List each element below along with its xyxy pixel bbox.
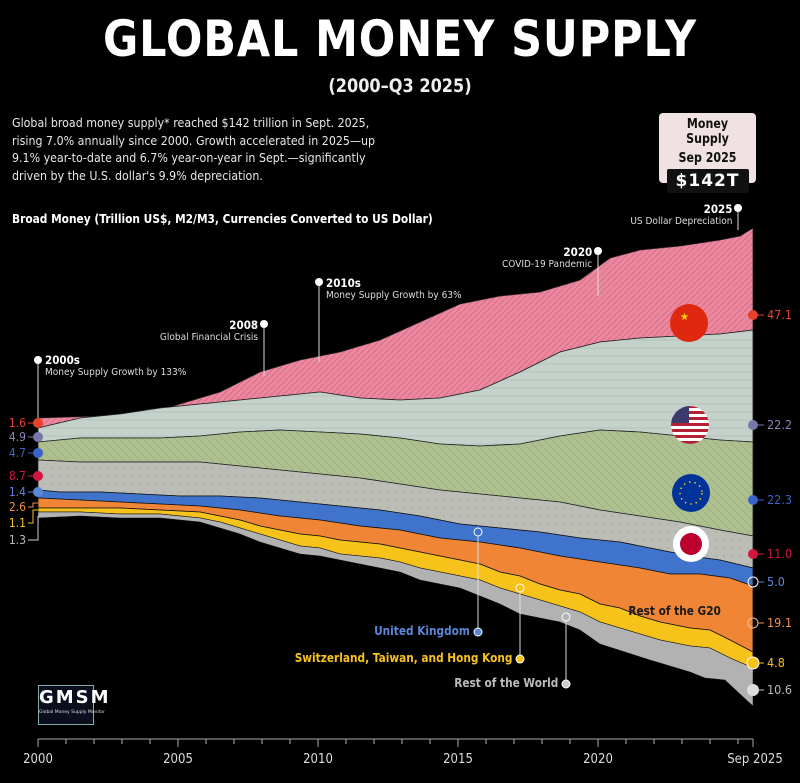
x-tick-2005: 2005	[163, 752, 193, 767]
annotation-2010s: 2010s Money Supply Growth by 63%	[326, 276, 462, 301]
end-value-china: 47.1	[767, 307, 793, 322]
page-subtitle: (2000–Q3 2025)	[328, 75, 472, 97]
kpi-label-2: Sep 2025	[678, 151, 737, 166]
japan-flag-icon	[673, 526, 709, 562]
eu-flag-icon	[672, 474, 710, 512]
start-value-uk: 1.4	[8, 485, 26, 499]
layer-rest-world	[37, 511, 754, 707]
us-flag-icon	[671, 406, 709, 444]
x-tick-2010: 2010	[303, 752, 333, 767]
x-tick-sep-2025: Sep 2025	[727, 752, 783, 767]
logo-abbr: GMSM	[39, 687, 111, 708]
x-tick-2000: 2000	[23, 752, 53, 767]
intro-text: Global broad money supply* reached $142 …	[12, 116, 376, 183]
end-value-g20: 19.1	[767, 615, 793, 630]
start-value-japan: 8.7	[8, 469, 26, 483]
start-value-us: 4.9	[8, 430, 26, 444]
kpi-value: $142T	[666, 169, 749, 193]
start-value-sth: 1.1	[8, 516, 26, 530]
end-value-uk: 5.0	[767, 574, 785, 589]
x-tick-2020: 2020	[583, 752, 613, 767]
kpi-money-supply: Money Supply Sep 2025 $142T	[659, 113, 756, 193]
start-value-row: 1.3	[8, 533, 26, 547]
label-rest-g20: Rest of the G20	[628, 604, 721, 618]
end-value-japan: 11.0	[767, 546, 793, 561]
start-value-g20: 2.6	[8, 500, 26, 514]
x-axis	[37, 738, 754, 747]
annotation-2000s: 2000s Money Supply Growth by 133%	[45, 353, 187, 378]
label-rest-world: Rest of the World	[453, 676, 558, 690]
annotation-dots	[34, 204, 742, 364]
page-title: GLOBAL MONEY SUPPLY	[102, 10, 698, 68]
end-value-sth: 4.8	[767, 655, 785, 670]
label-sth: Switzerland, Taiwan, and Hong Kong	[294, 651, 512, 665]
end-value-eu: 22.3	[767, 492, 793, 507]
label-uk: United Kingdom	[374, 624, 470, 638]
kpi-label-1: Money Supply	[686, 117, 729, 147]
start-value-eu: 4.7	[8, 446, 26, 460]
annotation-2025: 2025 US Dollar Depreciation	[629, 202, 732, 227]
annotation-2008: 2008 Global Financial Crisis	[159, 318, 258, 343]
x-tick-2015: 2015	[443, 752, 473, 767]
chart-axis-title: Broad Money (Trillion US$, M2/M3, Curren…	[12, 211, 433, 226]
svg-text:★: ★	[680, 312, 689, 323]
start-value-china: 1.6	[8, 416, 26, 430]
end-value-us: 22.2	[767, 417, 793, 432]
annotation-2020: 2020 COVID-19 Pandemic	[501, 245, 592, 270]
logo-name: Global Money Supply Monitor	[39, 710, 106, 715]
gmsm-logo: GMSM Global Money Supply Monitor	[38, 685, 111, 725]
china-flag-icon: ★	[670, 304, 708, 342]
end-markers	[746, 310, 764, 696]
series-label-leaders	[473, 527, 571, 689]
annotation-leaders	[37, 208, 739, 418]
end-value-row: 10.6	[767, 682, 793, 697]
start-markers	[28, 418, 43, 541]
